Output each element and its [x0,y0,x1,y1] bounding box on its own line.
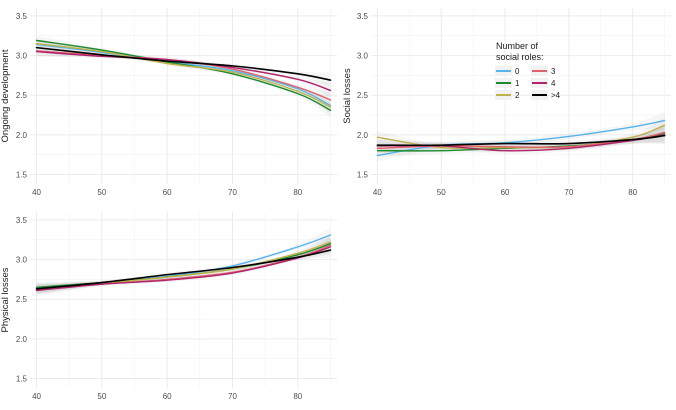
x-tick-label: 80 [293,392,302,401]
x-tick-label: 60 [163,392,172,401]
y-tick-label: 1.5 [357,170,369,179]
y-axis-label: Ongoing development [0,49,11,142]
ci-band-series-4 [36,239,331,296]
ci-band-series-3 [36,46,331,108]
line-series-2 [35,42,332,108]
y-tick-label: 1.5 [16,170,28,179]
x-tick-label: 70 [564,188,573,197]
y-tick-label: 2.5 [16,91,28,100]
legend-label-3: 3 [551,67,556,76]
y-axis-label: Physical losses [0,267,11,332]
x-tick-label: 50 [97,392,106,401]
y-tick-label: 2.5 [16,295,28,304]
x-tick-label: 80 [628,188,637,197]
panel-physical-losses: 40 50 60 70 80 1.5 2.0 2.5 3.0 3.5 Physical losses [0,212,337,401]
x-tick-label: 80 [293,188,302,197]
x-tick-label: 40 [32,188,41,197]
legend-label-gt4: >4 [551,91,561,100]
x-tick-label: 70 [228,188,237,197]
line-series-gt4 [35,46,332,81]
legend: Number of social roles: 0 1 2 3 4 >4 [495,41,561,100]
x-tick-label: 50 [97,188,106,197]
x-tick-label: 50 [437,188,446,197]
y-tick-label: 2.0 [16,335,28,344]
y-tick-label: 3.0 [16,256,28,265]
y-axis-label: Social losses [342,68,353,124]
panel-ongoing-development: 40 50 60 70 80 1.5 2.0 2.5 3.0 3.5 Ongoing develop… [0,8,337,197]
line-series-gt4 [35,249,332,290]
ci-band-series-3 [36,237,331,295]
ci-band-series-4 [36,46,331,98]
y-tick-label: 2.5 [357,91,369,100]
legend-title-line1: Number of [496,41,539,51]
y-tick-label: 3.5 [357,12,369,21]
y-tick-label: 2.0 [16,131,28,140]
y-tick-label: 3.5 [16,216,28,225]
legend-label-0: 0 [515,67,520,76]
line-series-gt4 [376,134,666,147]
y-tick-label: 1.5 [16,374,28,383]
legend-label-2: 2 [515,91,520,100]
x-tick-label: 60 [501,188,510,197]
legend-label-4: 4 [551,79,556,88]
x-tick-label: 60 [163,188,172,197]
x-tick-label: 40 [373,188,382,197]
y-tick-label: 3.0 [357,52,369,61]
y-tick-label: 2.0 [357,131,369,140]
x-tick-label: 70 [228,392,237,401]
legend-label-1: 1 [515,79,520,88]
y-tick-label: 3.0 [16,52,28,61]
x-tick-label: 40 [32,392,41,401]
y-tick-label: 3.5 [16,12,28,21]
line-series-0 [35,43,332,107]
legend-title-line2: social roles: [496,52,544,62]
